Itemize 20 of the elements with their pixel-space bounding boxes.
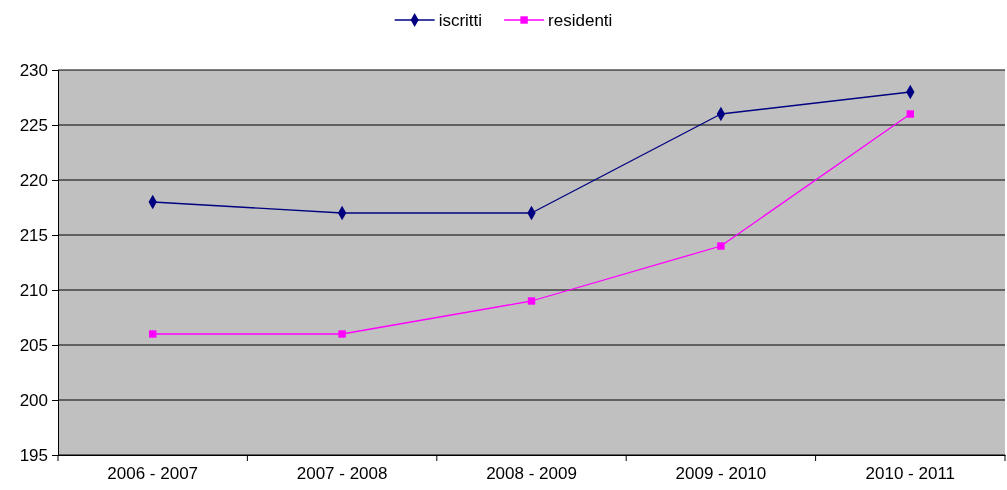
x-tick-label: 2010 - 2011 [865, 464, 956, 484]
y-tick-label: 220 [19, 170, 48, 190]
point [717, 242, 725, 250]
y-tick-label: 230 [19, 60, 48, 80]
y-tick-label: 225 [19, 115, 48, 135]
x-tick-label: 2008 - 2009 [486, 464, 577, 484]
x-tick-label: 2007 - 2008 [296, 464, 388, 484]
point [527, 297, 536, 305]
x-tick-label: 2006 - 2007 [107, 464, 199, 484]
legend-label: residenti [548, 10, 613, 30]
x-tick-label: 2009 - 2010 [675, 464, 767, 484]
point [338, 330, 346, 338]
y-tick-label: 210 [19, 280, 48, 300]
point [148, 330, 157, 338]
y-tick-label: 215 [19, 225, 48, 245]
y-tick-label: 195 [19, 445, 48, 465]
y-tick-label: 200 [19, 390, 48, 410]
legend-label: iscritti [438, 10, 483, 30]
y-tick-label: 205 [19, 335, 48, 355]
point [906, 110, 915, 118]
